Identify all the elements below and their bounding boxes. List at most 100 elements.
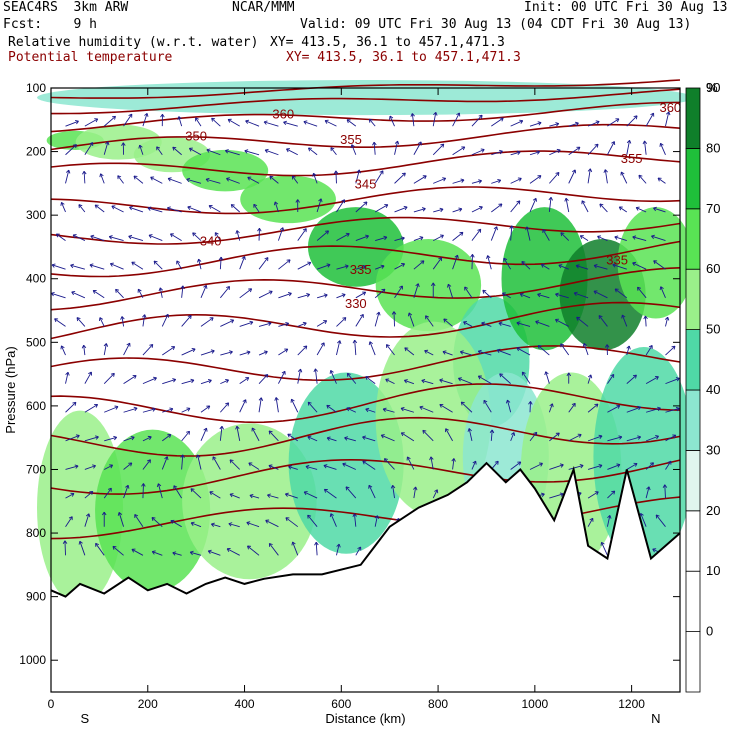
wind-arrow	[161, 456, 168, 470]
x-end-label-right: N	[651, 711, 660, 726]
wind-arrowhead	[482, 289, 487, 294]
wind-arrow	[537, 345, 550, 356]
wind-arrowhead	[632, 374, 637, 379]
wind-arrowhead	[95, 542, 100, 547]
wind-arrowhead	[421, 378, 426, 384]
wind-arrow	[471, 180, 482, 184]
wind-arrowhead	[138, 144, 143, 149]
wind-arrowhead	[172, 378, 177, 383]
wind-arrowhead	[478, 205, 483, 211]
wind-arrow	[452, 458, 455, 470]
wind-arrowhead	[307, 261, 312, 266]
wind-arrowhead	[245, 377, 250, 381]
wind-arrow	[646, 407, 661, 413]
wind-arrowhead	[209, 317, 214, 322]
wind-arrowhead	[421, 207, 426, 212]
wind-arrow	[142, 377, 157, 385]
wind-arrow	[355, 169, 360, 184]
theta-contour	[50, 79, 681, 99]
wind-arrowhead	[502, 292, 506, 297]
wind-arrow	[56, 233, 66, 241]
wind-arrow	[84, 371, 92, 384]
wind-arrow	[614, 236, 627, 242]
wind-arrow	[84, 404, 98, 413]
wind-arrow	[529, 431, 538, 442]
wind-arrow	[555, 293, 569, 299]
wind-arrowhead	[637, 286, 641, 291]
wind-arrow	[150, 176, 163, 184]
wind-arrow	[529, 151, 540, 156]
wind-arrow	[297, 294, 310, 299]
wind-arrowhead	[535, 320, 540, 325]
contour-label: 335	[606, 253, 628, 268]
wind-arrow	[621, 314, 628, 327]
wind-arrow	[439, 404, 453, 413]
wind-arrow	[447, 284, 454, 298]
wind-arrow	[665, 407, 680, 413]
wind-arrow	[498, 322, 511, 327]
wind-arrow	[549, 149, 561, 156]
wind-arrowhead	[499, 117, 504, 122]
wind-arrow	[549, 123, 559, 127]
wind-arrowhead	[121, 142, 126, 146]
wind-arrowhead	[85, 513, 91, 518]
wind-arrowhead	[559, 492, 564, 497]
wind-arrowhead	[521, 371, 526, 376]
wind-arrowhead	[477, 228, 482, 233]
wind-arrow	[133, 175, 144, 184]
wind-arrow	[432, 489, 438, 499]
wind-arrowhead	[433, 111, 438, 116]
wind-arrowhead	[651, 234, 655, 240]
wind-arrow	[258, 351, 268, 356]
wind-arrowhead	[147, 206, 152, 211]
wind-arrow	[65, 169, 70, 184]
y-axis-label: Pressure (hPa)	[3, 346, 18, 433]
wind-arrowhead	[422, 429, 427, 434]
wind-arrowhead	[424, 349, 429, 354]
wind-arrow	[200, 405, 211, 413]
wind-arrow	[65, 401, 77, 413]
wind-arrowhead	[151, 517, 156, 521]
wind-arrowhead	[191, 348, 196, 353]
wind-arrow	[464, 286, 473, 299]
wind-arrowhead	[218, 256, 224, 261]
wind-arrowhead	[646, 486, 651, 491]
colorbar-swatch	[685, 389, 701, 451]
wind-arrowhead	[226, 177, 230, 182]
wind-arrow	[520, 293, 531, 299]
wind-arrow	[510, 177, 522, 184]
wind-arrow	[76, 317, 86, 327]
wind-arrowhead	[472, 460, 477, 465]
wind-arrowhead	[403, 205, 408, 211]
wind-arrowhead	[245, 119, 250, 124]
wind-arrowhead	[419, 405, 424, 410]
wind-arrow	[374, 170, 384, 184]
wind-arrowhead	[108, 235, 113, 240]
wind-arrow	[195, 117, 202, 127]
wind-arrow	[445, 428, 453, 442]
contour-label: 360	[272, 106, 294, 121]
wind-arrow	[529, 122, 542, 127]
wind-arrow	[178, 116, 183, 127]
wind-arrowhead	[345, 232, 350, 237]
wind-arrowhead	[249, 493, 254, 499]
wind-arrowhead	[342, 317, 347, 322]
wind-arrowhead	[517, 461, 522, 466]
wind-arrowhead	[505, 399, 511, 404]
wind-arrow	[401, 432, 415, 442]
wind-arrowhead	[68, 516, 73, 521]
wind-arrow	[71, 291, 86, 299]
colorbar-tick-label: 90	[706, 80, 720, 95]
wind-arrowhead	[72, 401, 77, 406]
wind-arrowhead	[654, 376, 659, 380]
wind-arrow	[285, 493, 298, 499]
wind-arrow	[269, 175, 279, 184]
wind-arrow	[187, 206, 202, 213]
wind-arrow	[385, 378, 395, 385]
wind-arrow	[200, 285, 207, 298]
contour-label: 345	[355, 176, 377, 191]
wind-arrow	[645, 435, 659, 442]
wind-arrowhead	[197, 258, 202, 263]
wind-arrow	[346, 373, 357, 384]
wind-arrowhead	[208, 204, 213, 209]
